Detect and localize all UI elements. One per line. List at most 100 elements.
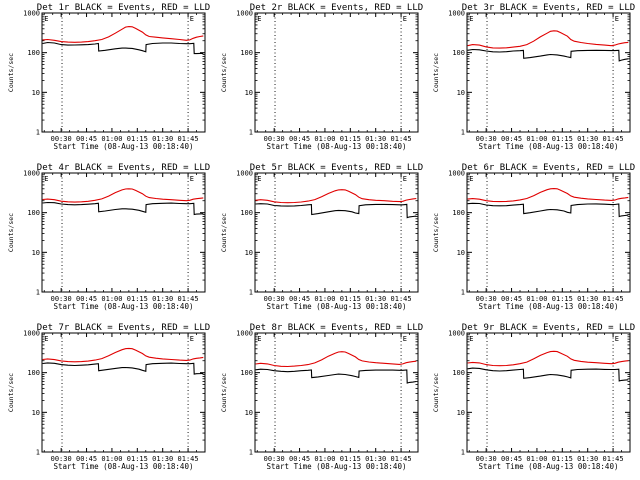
series-lld-line xyxy=(255,189,417,204)
x-tick-label: 00:45 xyxy=(289,135,310,143)
x-tick-label: 01:00 xyxy=(526,455,547,463)
x-tick-label: 00:45 xyxy=(501,455,522,463)
panel-det-9: Det 9r BLACK = Events, RED = LLD Counts/s… xyxy=(432,323,635,471)
y-tick-label: 1000 xyxy=(448,170,465,178)
x-tick-label: 01:45 xyxy=(603,295,624,303)
y-tick-label: 1 xyxy=(36,289,40,297)
x-tick-label: 01:00 xyxy=(526,295,547,303)
y-axis-label: Counts/sec xyxy=(7,213,15,252)
x-tick-label: 01:45 xyxy=(178,135,199,143)
y-tick-label: 10 xyxy=(32,89,40,97)
x-axis-label: Start Time (08-Aug-13 00:18:40) xyxy=(479,142,619,151)
x-axis-label: Start Time (08-Aug-13 00:18:40) xyxy=(267,142,407,151)
y-tick-label: 10 xyxy=(245,89,253,97)
y-axis-label: Counts/sec xyxy=(220,373,228,412)
y-axis-label: Counts/sec xyxy=(220,53,228,92)
panel-det-5: Det 5r BLACK = Events, RED = LLD Counts/s… xyxy=(220,163,423,311)
plot-frame xyxy=(41,172,206,293)
panel-title: Det 6r BLACK = Events, RED = LLD xyxy=(462,163,635,173)
x-tick-label: 01:30 xyxy=(152,455,173,463)
e-marker-label: E xyxy=(257,15,261,23)
y-tick-label: 10 xyxy=(457,409,465,417)
plot-frame xyxy=(41,332,206,453)
x-tick-label: 01:45 xyxy=(391,295,412,303)
y-tick-label: 100 xyxy=(452,369,465,377)
y-axis-label: Counts/sec xyxy=(7,53,15,92)
panel-title: Det 5r BLACK = Events, RED = LLD xyxy=(250,163,423,173)
x-tick-label: 01:30 xyxy=(365,455,386,463)
plot-frame xyxy=(254,172,419,293)
x-tick-label: 01:45 xyxy=(178,455,199,463)
x-tick-label: 00:30 xyxy=(476,455,497,463)
series-events-line xyxy=(467,202,629,218)
e-marker-label: E xyxy=(257,335,261,343)
y-tick-label: 100 xyxy=(452,49,465,57)
series-events-line xyxy=(42,41,204,55)
series-lld-line xyxy=(42,188,204,203)
x-tick-label: 01:00 xyxy=(314,135,335,143)
series-events-line xyxy=(255,368,417,384)
e-marker-label: E xyxy=(469,175,473,183)
y-axis-label: Counts/sec xyxy=(432,213,440,252)
y-tick-label: 100 xyxy=(27,209,40,217)
x-tick-label: 01:15 xyxy=(340,135,361,143)
y-tick-label: 100 xyxy=(452,209,465,217)
x-tick-label: 01:45 xyxy=(391,135,412,143)
x-tick-label: 01:15 xyxy=(552,455,573,463)
x-tick-label: 01:30 xyxy=(152,295,173,303)
y-tick-label: 1 xyxy=(249,289,253,297)
plot-frame xyxy=(254,332,419,453)
x-tick-label: 00:45 xyxy=(76,455,97,463)
x-axis-label: Start Time (08-Aug-13 00:18:40) xyxy=(54,142,194,151)
y-tick-label: 10 xyxy=(245,409,253,417)
e-marker-label: E xyxy=(469,335,473,343)
x-axis-label: Start Time (08-Aug-13 00:18:40) xyxy=(479,462,619,471)
y-tick-label: 1000 xyxy=(23,170,40,178)
plot-frame xyxy=(466,172,631,293)
x-tick-label: 01:45 xyxy=(603,135,624,143)
x-tick-label: 01:00 xyxy=(526,135,547,143)
plot-frame xyxy=(466,12,631,133)
x-tick-label: 00:30 xyxy=(51,135,72,143)
y-tick-label: 100 xyxy=(240,209,253,217)
panel-title: Det 8r BLACK = Events, RED = LLD xyxy=(250,323,423,333)
e-marker-label: E xyxy=(615,15,619,23)
x-tick-label: 01:30 xyxy=(577,295,598,303)
y-tick-label: 10 xyxy=(245,249,253,257)
y-axis-label: Counts/sec xyxy=(7,373,15,412)
y-tick-label: 1000 xyxy=(236,170,253,178)
x-tick-label: 00:30 xyxy=(51,295,72,303)
x-tick-label: 01:30 xyxy=(577,455,598,463)
x-tick-label: 01:15 xyxy=(127,455,148,463)
x-tick-label: 01:30 xyxy=(365,135,386,143)
x-tick-label: 00:45 xyxy=(76,295,97,303)
e-marker-label: E xyxy=(615,175,619,183)
y-tick-label: 100 xyxy=(27,369,40,377)
y-tick-label: 100 xyxy=(27,49,40,57)
x-tick-label: 00:30 xyxy=(51,455,72,463)
x-tick-label: 00:45 xyxy=(289,295,310,303)
x-tick-label: 01:00 xyxy=(314,455,335,463)
series-events-line xyxy=(42,362,204,375)
panel-title: Det 2r BLACK = Events, RED = LLD xyxy=(250,3,423,13)
x-tick-label: 01:00 xyxy=(101,135,122,143)
e-marker-label: E xyxy=(44,15,48,23)
x-axis-label: Start Time (08-Aug-13 00:18:40) xyxy=(54,462,194,471)
x-tick-label: 00:30 xyxy=(264,295,285,303)
panel-title: Det 9r BLACK = Events, RED = LLD xyxy=(462,323,635,333)
x-tick-label: 01:15 xyxy=(340,295,361,303)
x-tick-label: 01:15 xyxy=(127,135,148,143)
x-tick-label: 00:30 xyxy=(264,135,285,143)
y-tick-label: 10 xyxy=(457,89,465,97)
series-lld-line xyxy=(467,30,629,49)
e-marker-label: E xyxy=(190,335,194,343)
panel-det-2: Det 2r BLACK = Events, RED = LLD Counts/s… xyxy=(220,3,423,151)
series-events-line xyxy=(467,367,629,382)
e-marker-label: E xyxy=(615,335,619,343)
panel-det-7: Det 7r BLACK = Events, RED = LLD Counts/s… xyxy=(7,323,210,471)
x-tick-label: 00:45 xyxy=(76,135,97,143)
x-axis-label: Start Time (08-Aug-13 00:18:40) xyxy=(479,302,619,311)
panel-det-4: Det 4r BLACK = Events, RED = LLD Counts/s… xyxy=(7,163,210,311)
series-lld-line xyxy=(467,350,629,367)
